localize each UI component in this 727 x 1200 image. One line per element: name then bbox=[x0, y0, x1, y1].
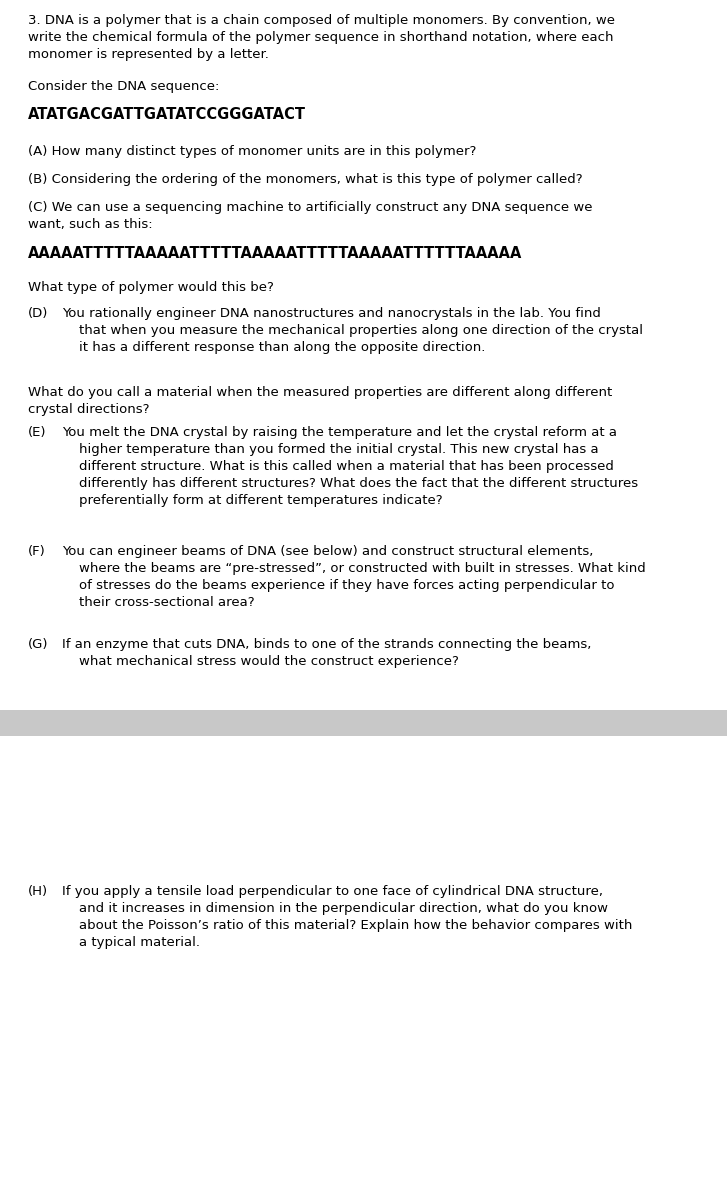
Text: (B) Considering the ordering of the monomers, what is this type of polymer calle: (B) Considering the ordering of the mono… bbox=[28, 173, 582, 186]
Text: What do you call a material when the measured properties are different along dif: What do you call a material when the mea… bbox=[28, 386, 612, 416]
Text: (D): (D) bbox=[28, 307, 49, 320]
Text: If you apply a tensile load perpendicular to one face of cylindrical DNA structu: If you apply a tensile load perpendicula… bbox=[62, 886, 632, 949]
Text: (G): (G) bbox=[28, 638, 49, 650]
Text: Consider the DNA sequence:: Consider the DNA sequence: bbox=[28, 80, 220, 92]
Text: What type of polymer would this be?: What type of polymer would this be? bbox=[28, 281, 274, 294]
Text: 3. DNA is a polymer that is a chain composed of multiple monomers. By convention: 3. DNA is a polymer that is a chain comp… bbox=[28, 14, 615, 61]
Bar bbox=[0, 710, 727, 736]
Text: You can engineer beams of DNA (see below) and construct structural elements,
   : You can engineer beams of DNA (see below… bbox=[62, 545, 646, 608]
Text: (H): (H) bbox=[28, 886, 48, 898]
Text: (E): (E) bbox=[28, 426, 47, 439]
Text: AAAAATTTTTAAAAATTTTTAAAAATTTTTAAAAATTTTTTAAAAA: AAAAATTTTTAAAAATTTTTAAAAATTTTTAAAAATTTTT… bbox=[28, 246, 523, 260]
Text: If an enzyme that cuts DNA, binds to one of the strands connecting the beams,
  : If an enzyme that cuts DNA, binds to one… bbox=[62, 638, 591, 668]
Text: (C) We can use a sequencing machine to artificially construct any DNA sequence w: (C) We can use a sequencing machine to a… bbox=[28, 200, 593, 230]
Text: You rationally engineer DNA nanostructures and nanocrystals in the lab. You find: You rationally engineer DNA nanostructur… bbox=[62, 307, 643, 354]
Text: (A) How many distinct types of monomer units are in this polymer?: (A) How many distinct types of monomer u… bbox=[28, 145, 476, 158]
Text: ATATGACGATTGATATCCGGGATACT: ATATGACGATTGATATCCGGGATACT bbox=[28, 107, 306, 122]
Text: You melt the DNA crystal by raising the temperature and let the crystal reform a: You melt the DNA crystal by raising the … bbox=[62, 426, 638, 506]
Text: (F): (F) bbox=[28, 545, 46, 558]
